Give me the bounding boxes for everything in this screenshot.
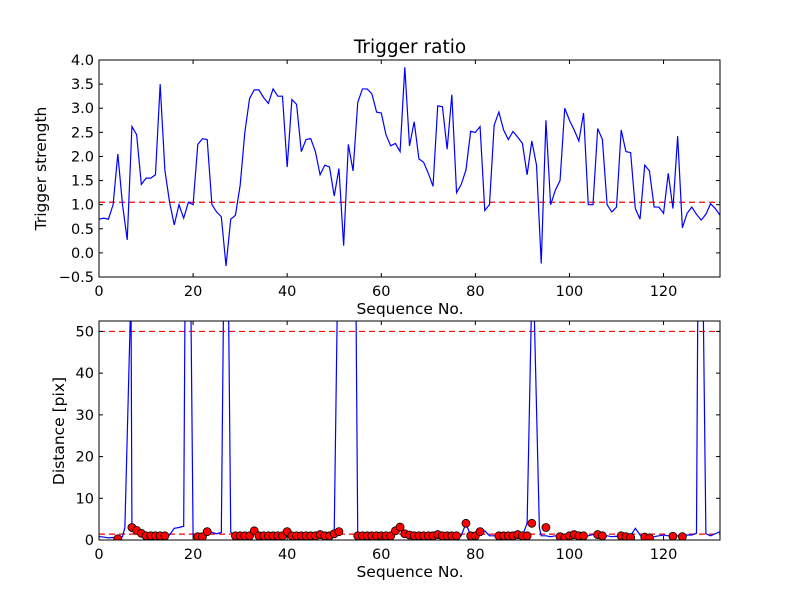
y-tick-label: 4.0 — [71, 53, 94, 69]
data-marker — [113, 534, 123, 540]
y-tick-label: 20 — [76, 450, 94, 466]
x-tick-label: 0 — [94, 547, 103, 563]
data-marker — [597, 531, 607, 540]
y-tick-label: 0 — [85, 533, 94, 549]
plot-area — [98, 320, 721, 541]
chart-title: Trigger ratio — [353, 37, 466, 58]
y-tick-label: 50 — [76, 324, 94, 340]
x-tick-label: 120 — [650, 547, 678, 563]
y-tick-label: 2.5 — [71, 125, 94, 141]
x-axis-label: Sequence No. — [356, 563, 463, 581]
data-marker — [645, 533, 654, 540]
y-tick-label: 10 — [76, 491, 94, 507]
plot-contents — [99, 67, 720, 266]
data-marker — [522, 531, 532, 540]
y-tick-label: −0.5 — [59, 270, 94, 286]
data-marker — [626, 533, 636, 540]
trigger-ratio-chart: Trigger ratio Sequence No. Trigger stren… — [32, 37, 721, 318]
x-tick-label: 100 — [556, 284, 584, 300]
y-tick-label: 3.5 — [71, 77, 94, 93]
plot-contents — [99, 321, 720, 540]
data-marker — [475, 527, 485, 537]
distance-chart: Sequence No. Distance [pix] 0 20 40 60 80 100… — [50, 320, 721, 581]
series-line — [99, 67, 720, 266]
data-marker — [677, 532, 687, 540]
y-tick-label: 40 — [76, 366, 94, 382]
y-tick-label: 30 — [76, 408, 94, 424]
x-tick-label: 60 — [372, 547, 390, 563]
x-axis-label: Sequence No. — [356, 300, 463, 318]
data-marker — [668, 531, 678, 540]
data-marker — [541, 523, 551, 532]
data-marker — [160, 531, 170, 540]
y-axis-label: Trigger strength — [32, 107, 50, 232]
data-marker — [452, 531, 461, 540]
x-tick-label: 0 — [94, 284, 103, 300]
y-tick-label: 3.0 — [71, 101, 94, 117]
x-tick-label: 40 — [278, 547, 296, 563]
x-tick-label: 20 — [184, 284, 202, 300]
y-axis-label: Distance [pix] — [50, 377, 68, 485]
x-tick-label: 120 — [650, 284, 678, 300]
y-tick-label: 0.0 — [71, 246, 94, 262]
tick-labels: 0 20 40 60 80 100 120 0 10 20 30 40 50 — [76, 324, 678, 563]
y-tick-label: 1.5 — [71, 174, 94, 190]
x-tick-label: 100 — [556, 547, 584, 563]
data-marker — [334, 527, 344, 537]
y-tick-label: 2.0 — [71, 149, 94, 165]
x-tick-label: 80 — [466, 284, 484, 300]
x-tick-label: 20 — [184, 547, 202, 563]
tick-labels: 0 20 40 60 80 100 120 −0.5 0.0 0.5 1.0 1.5 2.0 2.5 3.0… — [59, 53, 678, 300]
x-tick-label: 80 — [466, 547, 484, 563]
data-marker — [202, 527, 212, 537]
y-tick-label: 0.5 — [71, 222, 94, 238]
data-marker — [395, 522, 405, 532]
y-tick-label: 1.0 — [71, 198, 94, 214]
plot-area — [98, 59, 721, 278]
plot-frame — [98, 59, 721, 278]
x-tick-label: 60 — [372, 284, 390, 300]
data-marker — [461, 518, 471, 528]
data-marker — [579, 531, 588, 540]
data-marker — [527, 518, 537, 528]
plot-frame — [98, 320, 721, 541]
x-tick-label: 40 — [278, 284, 296, 300]
